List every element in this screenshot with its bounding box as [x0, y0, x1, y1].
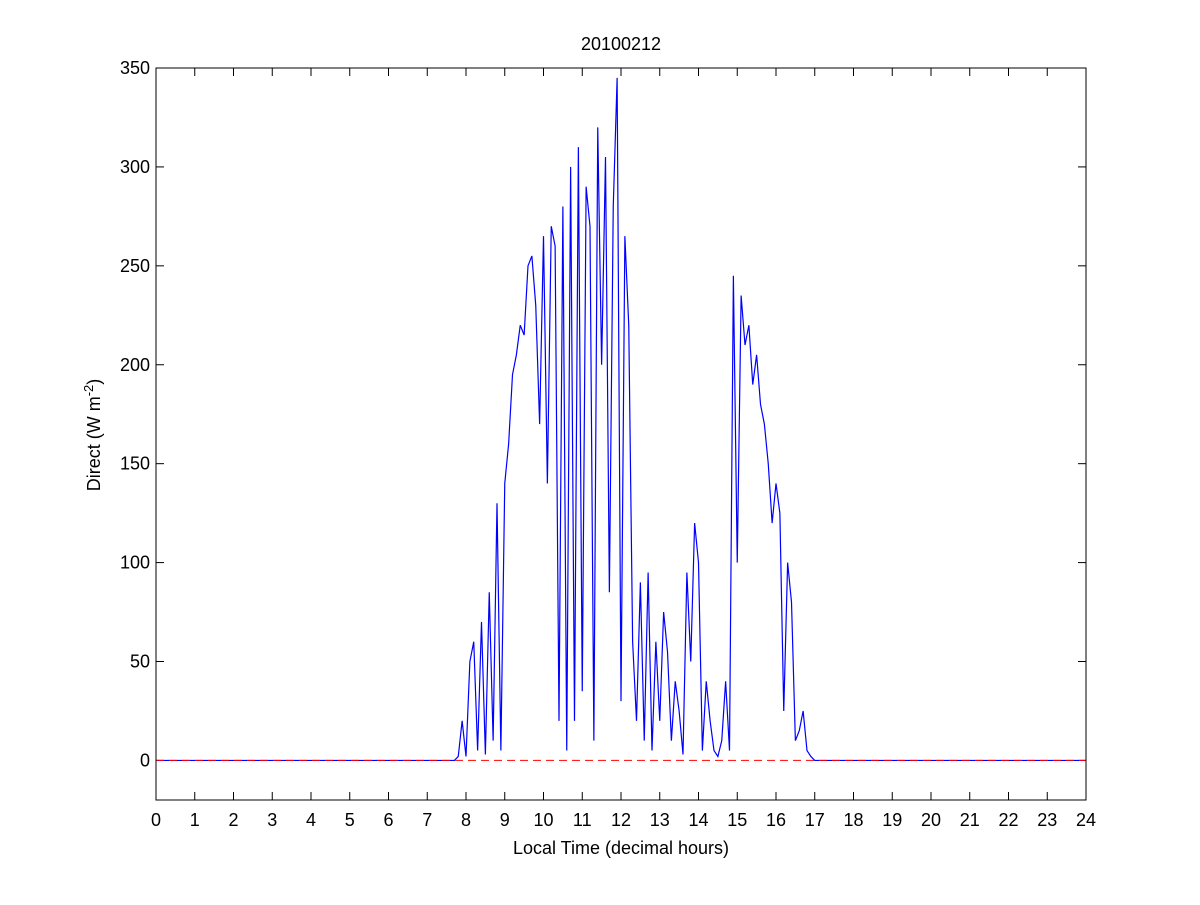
- y-tick-label: 350: [120, 58, 150, 78]
- x-tick-label: 0: [151, 810, 161, 830]
- y-tick-label: 200: [120, 355, 150, 375]
- data-line: [156, 77, 1086, 762]
- x-tick-label: 19: [882, 810, 902, 830]
- x-tick-label: 8: [461, 810, 471, 830]
- y-tick-label: 300: [120, 157, 150, 177]
- x-tick-label: 5: [345, 810, 355, 830]
- x-tick-label: 22: [998, 810, 1018, 830]
- x-tick-label: 2: [228, 810, 238, 830]
- x-tick-label: 9: [500, 810, 510, 830]
- x-tick-label: 1: [190, 810, 200, 830]
- x-tick-label: 16: [766, 810, 786, 830]
- chart-title: 20100212: [581, 34, 661, 54]
- y-label-text: Direct (W m: [84, 396, 104, 491]
- x-tick-label: 23: [1037, 810, 1057, 830]
- y-tick-label: 150: [120, 454, 150, 474]
- x-tick-label: 10: [533, 810, 553, 830]
- x-tick-label: 6: [383, 810, 393, 830]
- y-label-sup: -2: [81, 385, 96, 397]
- x-tick-label: 3: [267, 810, 277, 830]
- axes-box: [155, 67, 1087, 801]
- x-tick-label: 13: [650, 810, 670, 830]
- x-tick-label: 14: [688, 810, 708, 830]
- y-axis-label: Direct (W m-2): [81, 379, 104, 492]
- x-tick-label: 12: [611, 810, 631, 830]
- x-axis-label: Local Time (decimal hours): [513, 838, 729, 858]
- y-label-suffix: ): [84, 379, 104, 385]
- x-tick-label: 4: [306, 810, 316, 830]
- y-tick-label: 50: [130, 652, 150, 672]
- x-tick-label: 20: [921, 810, 941, 830]
- x-tick-label: 11: [573, 810, 592, 830]
- x-tick-label: 17: [805, 810, 825, 830]
- y-tick-label: 250: [120, 256, 150, 276]
- x-tick-label: 18: [843, 810, 863, 830]
- x-tick-label: 7: [422, 810, 432, 830]
- y-tick-label: 100: [120, 553, 150, 573]
- y-tick-label: 0: [140, 750, 150, 770]
- x-tick-label: 21: [960, 810, 980, 830]
- x-tick-label: 24: [1076, 810, 1096, 830]
- x-tick-label: 15: [727, 810, 747, 830]
